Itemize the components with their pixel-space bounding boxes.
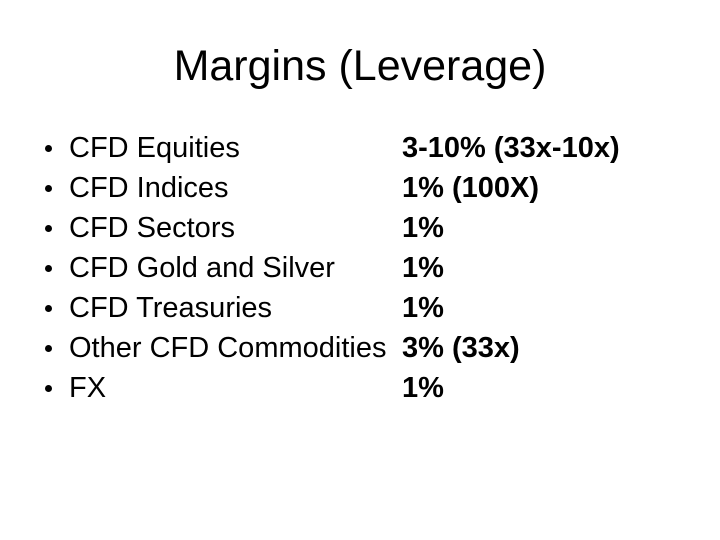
bullet-icon bbox=[45, 145, 52, 152]
bullet-icon bbox=[45, 265, 52, 272]
instrument-label: Other CFD Commodities bbox=[69, 332, 387, 364]
list-item: CFD Gold and Silver 1% bbox=[0, 248, 720, 288]
list-item: CFD Equities 3-10% (33x-10x) bbox=[0, 128, 720, 168]
margin-value: 1% bbox=[402, 212, 444, 244]
instrument-label: CFD Indices bbox=[69, 172, 229, 204]
bullet-icon bbox=[45, 225, 52, 232]
instrument-label: CFD Gold and Silver bbox=[69, 252, 335, 284]
instrument-label: FX bbox=[69, 372, 107, 404]
list-item: CFD Sectors 1% bbox=[0, 208, 720, 248]
instrument-label: CFD Equities bbox=[69, 132, 240, 164]
list-item: Other CFD Commodities 3% (33x) bbox=[0, 328, 720, 368]
bullet-icon bbox=[45, 385, 52, 392]
margin-value: 3% (33x) bbox=[402, 332, 520, 364]
list-item: CFD Indices 1% (100X) bbox=[0, 168, 720, 208]
bullet-icon bbox=[45, 185, 52, 192]
margin-value: 1% bbox=[402, 252, 444, 284]
bullet-icon bbox=[45, 305, 52, 312]
bullet-icon bbox=[45, 345, 52, 352]
slide-title: Margins (Leverage) bbox=[173, 42, 547, 90]
list-item: FX 1% bbox=[0, 368, 720, 408]
list-item: CFD Treasuries 1% bbox=[0, 288, 720, 328]
margin-value: 3-10% (33x-10x) bbox=[402, 132, 620, 164]
margin-list: CFD Equities 3-10% (33x-10x) CFD Indices… bbox=[0, 128, 720, 408]
margin-value: 1% bbox=[402, 292, 444, 324]
margin-value: 1% (100X) bbox=[402, 172, 540, 204]
instrument-label: CFD Sectors bbox=[69, 212, 235, 244]
margin-value: 1% bbox=[402, 372, 444, 404]
instrument-label: CFD Treasuries bbox=[69, 292, 273, 324]
